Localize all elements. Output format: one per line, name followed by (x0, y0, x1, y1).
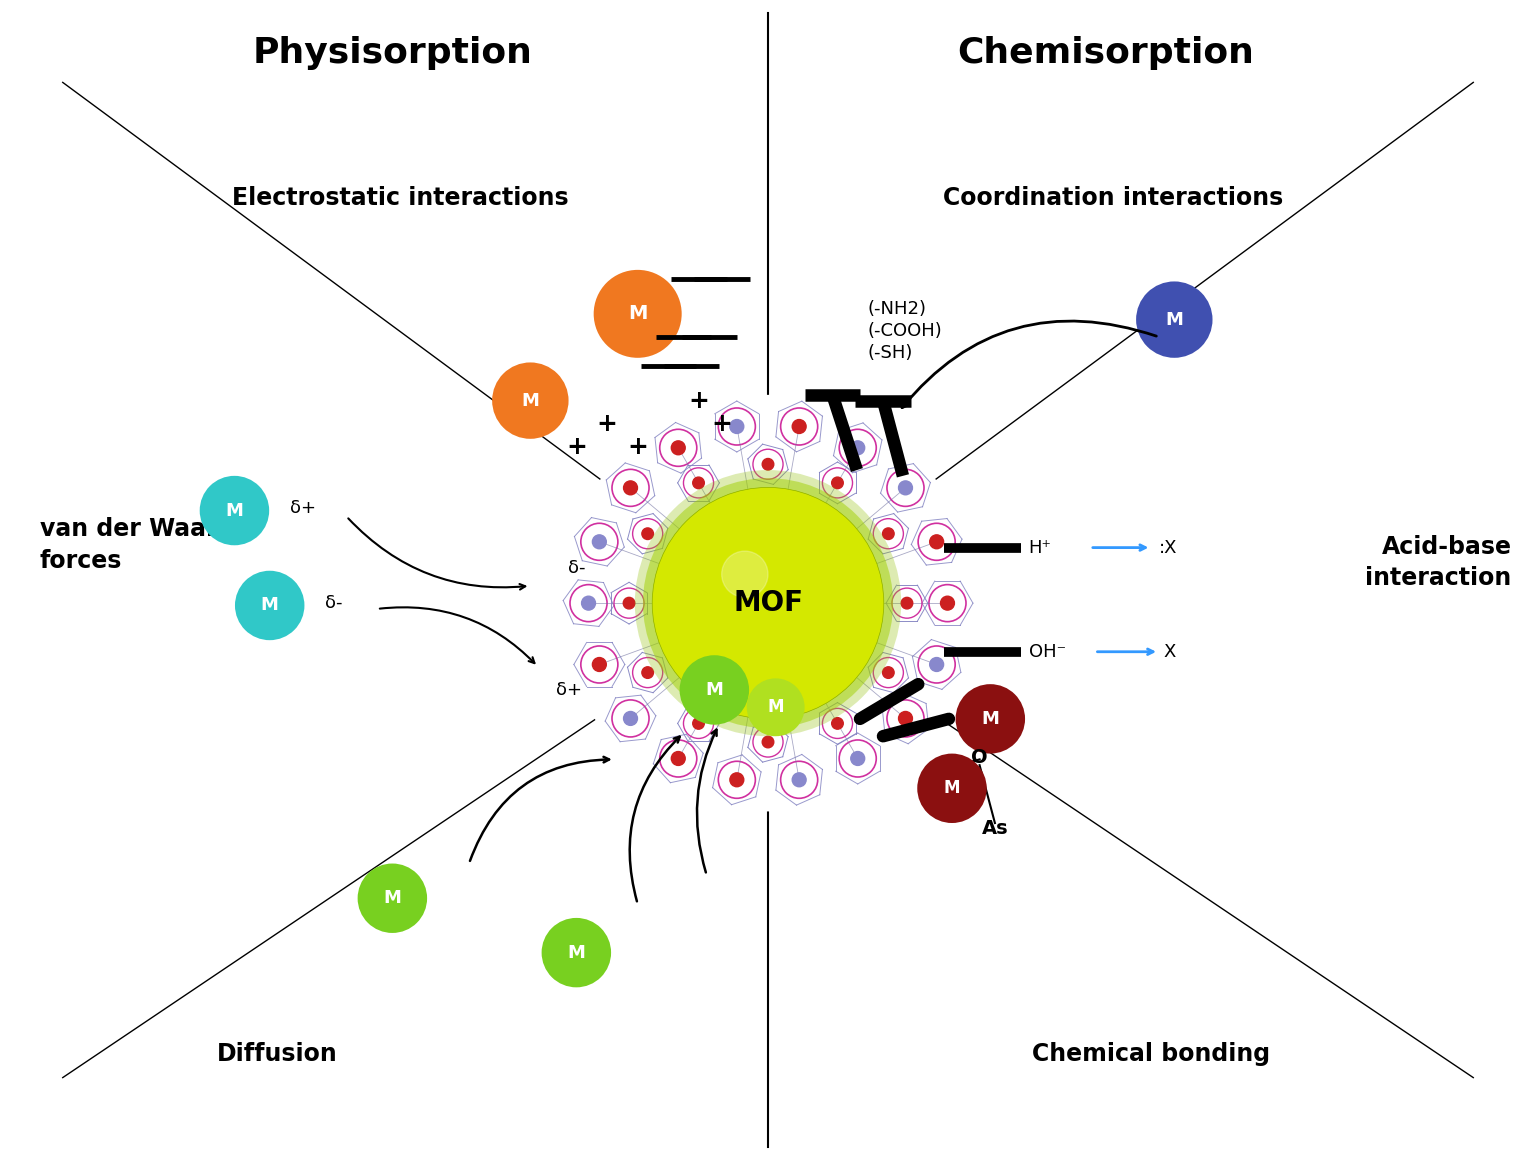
Text: M: M (261, 596, 278, 615)
Ellipse shape (851, 441, 865, 455)
Ellipse shape (793, 420, 806, 434)
Ellipse shape (831, 718, 843, 730)
Ellipse shape (653, 487, 883, 719)
Ellipse shape (929, 535, 943, 549)
Text: M: M (982, 710, 1000, 727)
Text: δ-: δ- (326, 594, 343, 612)
Ellipse shape (831, 477, 843, 488)
Ellipse shape (200, 476, 269, 545)
Ellipse shape (624, 597, 634, 609)
Text: Physisorption: Physisorption (252, 36, 533, 71)
Text: As: As (982, 819, 1008, 839)
Ellipse shape (542, 918, 611, 987)
Ellipse shape (730, 420, 743, 434)
Ellipse shape (883, 667, 894, 679)
Ellipse shape (624, 481, 637, 495)
Ellipse shape (671, 752, 685, 766)
Ellipse shape (653, 487, 883, 719)
Ellipse shape (851, 752, 865, 766)
Text: +: + (596, 412, 617, 436)
Ellipse shape (940, 596, 954, 610)
Text: van der Waals
forces: van der Waals forces (40, 517, 227, 573)
Text: δ+: δ+ (556, 681, 582, 699)
Text: Electrostatic interactions: Electrostatic interactions (232, 186, 568, 210)
Ellipse shape (899, 481, 912, 495)
Ellipse shape (762, 458, 774, 470)
Ellipse shape (793, 773, 806, 786)
Text: Chemical bonding: Chemical bonding (1032, 1043, 1270, 1066)
Text: +: + (688, 389, 710, 413)
Text: M: M (628, 304, 647, 324)
Ellipse shape (235, 571, 304, 640)
Text: M: M (705, 681, 723, 699)
Ellipse shape (746, 679, 805, 737)
Text: :X: :X (1160, 538, 1178, 557)
Text: H⁺: H⁺ (1029, 538, 1052, 557)
Ellipse shape (492, 362, 568, 438)
Ellipse shape (634, 470, 902, 737)
Text: Chemisorption: Chemisorption (957, 36, 1253, 71)
Text: +: + (627, 435, 648, 459)
Ellipse shape (762, 737, 774, 748)
Text: M: M (768, 698, 783, 716)
Text: Acid-base
interaction: Acid-base interaction (1366, 535, 1511, 590)
Ellipse shape (559, 394, 977, 812)
Ellipse shape (1137, 282, 1212, 357)
Text: X: X (1164, 643, 1177, 661)
Text: +: + (565, 435, 587, 459)
Text: M: M (384, 890, 401, 907)
Text: δ+: δ+ (290, 499, 315, 517)
Text: M: M (567, 943, 585, 962)
Ellipse shape (899, 711, 912, 725)
Text: M: M (1166, 311, 1183, 328)
Ellipse shape (693, 477, 705, 488)
Ellipse shape (902, 597, 912, 609)
Ellipse shape (593, 658, 607, 672)
Ellipse shape (642, 528, 653, 539)
Text: (-NH2)
(-COOH)
(-SH): (-NH2) (-COOH) (-SH) (868, 300, 943, 362)
Text: M: M (226, 501, 243, 520)
Text: O: O (971, 747, 988, 767)
Ellipse shape (358, 863, 427, 933)
Ellipse shape (730, 773, 743, 786)
Ellipse shape (594, 270, 682, 357)
Ellipse shape (624, 711, 637, 725)
Ellipse shape (679, 655, 750, 725)
Ellipse shape (644, 478, 892, 728)
Text: OH⁻: OH⁻ (1029, 643, 1066, 661)
Ellipse shape (642, 667, 653, 679)
Ellipse shape (722, 551, 768, 597)
Text: M: M (521, 392, 539, 409)
Text: δ-: δ- (568, 559, 585, 578)
Ellipse shape (671, 441, 685, 455)
Ellipse shape (582, 596, 596, 610)
Text: +: + (711, 412, 733, 436)
Ellipse shape (883, 528, 894, 539)
Text: MOF: MOF (733, 589, 803, 617)
Text: Diffusion: Diffusion (217, 1043, 338, 1066)
Ellipse shape (955, 684, 1025, 754)
Text: M: M (943, 780, 960, 797)
Ellipse shape (693, 718, 705, 730)
Text: Coordination interactions: Coordination interactions (943, 186, 1283, 210)
Ellipse shape (593, 535, 607, 549)
Ellipse shape (917, 754, 986, 822)
Ellipse shape (929, 658, 943, 672)
